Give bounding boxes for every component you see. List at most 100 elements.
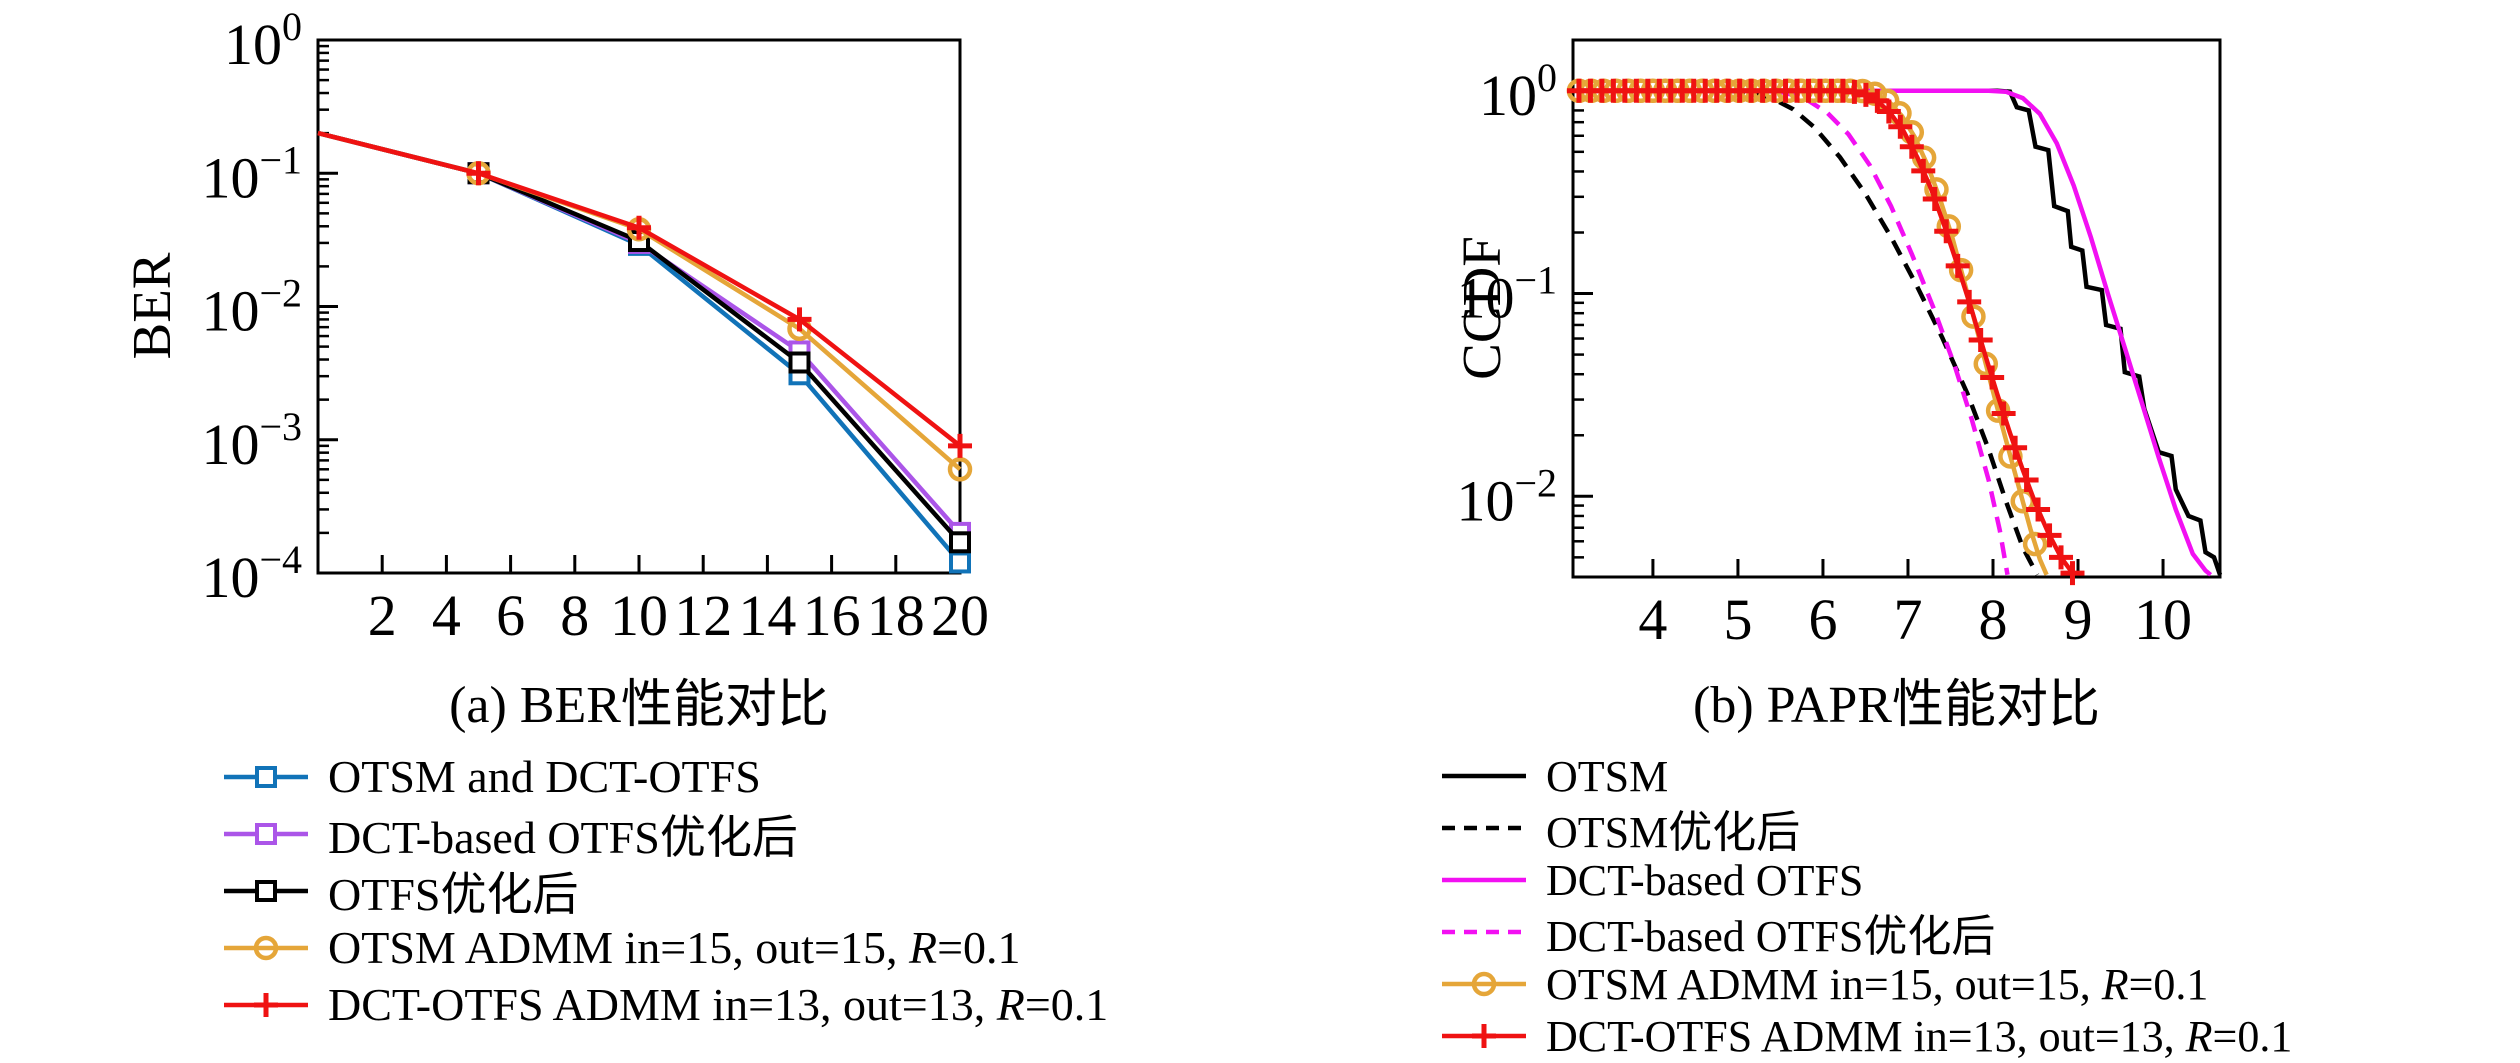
marker-plus <box>627 215 651 240</box>
series-line-ber-1 <box>317 130 962 535</box>
marker-plus <box>1472 1024 1496 1048</box>
legend-label: DCT-based OTFS <box>1546 855 1864 905</box>
marker-plus <box>2037 523 2062 548</box>
marker-plus <box>1865 88 1890 113</box>
x-tick-label: 16 <box>803 583 861 648</box>
legend-label: OTSM <box>1546 751 1669 801</box>
marker-plus <box>1888 114 1913 139</box>
marker-square <box>255 822 277 845</box>
series-line-papr-5 <box>1573 88 2076 577</box>
legend-swatch-square-line <box>224 879 308 902</box>
legend-item: OTSM ADMM in=15, out=15, R=0.1 <box>222 919 1108 976</box>
marker-plus <box>1911 158 1936 183</box>
x-tick-label: 6 <box>1808 587 1837 652</box>
marker-plus <box>1842 79 1867 104</box>
marker-plus <box>2060 561 2085 586</box>
legend-label: DCT-OTFS ADMM in=13, out=13, R=0.1 <box>328 979 1109 1030</box>
legend-item: OTSM and DCT-OTFS <box>222 748 1108 805</box>
series-line-ber-4 <box>317 130 962 448</box>
y-axis-label: CCDF <box>1451 236 1512 380</box>
legend-ber: OTSM and DCT-OTFS DCT-based OTFS优化后 OTFS优化… <box>222 748 1108 1033</box>
legend-label: OTSM ADMM in=15, out=15, R=0.1 <box>1546 959 2209 1009</box>
legend-swatch-solid-line <box>1442 877 1526 883</box>
marker-plus <box>1968 327 1993 352</box>
legend-label: DCT-OTFS ADMM in=13, out=13, R=0.1 <box>1546 1011 2293 1061</box>
marker-plus <box>2049 545 2074 570</box>
y-tick-label: 100 <box>224 4 302 77</box>
marker-plus <box>2003 435 2028 460</box>
series-line-ber-2 <box>317 130 962 544</box>
y-tick-label: 10−1 <box>201 137 302 210</box>
marker-plus <box>254 992 278 1017</box>
marker-circle <box>947 457 973 482</box>
legend-item: OTSM <box>1440 750 2292 802</box>
x-tick-label: 10 <box>2134 587 2192 652</box>
series-line-ber-3 <box>317 130 962 471</box>
legend-label: OTSM ADMM in=15, out=15, R=0.1 <box>328 922 1021 973</box>
marker-plus <box>1945 253 1970 278</box>
marker-plus <box>466 161 491 186</box>
caption-a: (a) BER性能对比 <box>449 677 829 734</box>
legend-swatch-plus-line <box>224 992 308 1017</box>
marker-plus <box>2026 497 2051 522</box>
x-tick-label: 10 <box>610 583 668 648</box>
legend-item: DCT-OTFS ADMM in=13, out=13, R=0.1 <box>1440 1010 2292 1062</box>
x-tick-label: 20 <box>931 583 989 648</box>
y-tick-label: 10−4 <box>201 537 302 610</box>
marker-square <box>255 879 277 902</box>
legend-swatch-circle-line <box>1442 971 1526 997</box>
legend-item: DCT-based OTFS <box>1440 854 2292 906</box>
y-tick-label: 10−2 <box>201 271 302 344</box>
marker-plus <box>1934 219 1959 244</box>
legend-item: OTSM优化后 <box>1440 802 2292 857</box>
series-line-papr-2 <box>1573 88 2213 577</box>
marker-plus <box>1899 134 1924 159</box>
legend-swatch-square-line <box>224 765 308 788</box>
marker-plus <box>2014 468 2039 493</box>
marker-square <box>788 351 811 374</box>
legend-swatch-dashed-line <box>1442 825 1526 831</box>
marker-circle <box>253 935 279 960</box>
legend-item: DCT-based OTFS优化后 <box>222 805 1108 863</box>
legend-item: OTFS优化后 <box>222 862 1108 920</box>
series-line-papr-4 <box>1573 88 2049 576</box>
legend-swatch-plus-line <box>1442 1024 1526 1048</box>
x-tick-label: 4 <box>432 583 461 648</box>
ber-plot: 2 4 6 8 10 12 14 16 18 20 100 10−1 10−2 10−3 10−4 BER <box>121 4 989 648</box>
caption-b: (b) PAPR性能对比 <box>1693 677 2100 734</box>
marker-circle <box>2022 531 2048 557</box>
marker-plus <box>1876 99 1901 124</box>
marker-plus <box>1991 401 2016 426</box>
marker-plus <box>1957 289 1982 314</box>
plot-border <box>316 38 962 575</box>
y-tick-label: 10−2 <box>1456 460 1557 533</box>
legend-item: DCT-based OTFS优化后 <box>1440 906 2292 961</box>
marker-circle <box>1471 971 1497 997</box>
papr-plot: 4 5 6 7 8 9 10 100 10−1 10−2 CCDF <box>1451 38 2223 652</box>
y-tick-label: 100 <box>1479 55 1557 128</box>
x-tick-label: 6 <box>496 583 525 648</box>
x-tick-label: 14 <box>738 583 796 648</box>
x-tick-label: 18 <box>867 583 925 648</box>
legend-swatch-circle-line <box>224 935 308 960</box>
marker-plus <box>1980 365 2005 390</box>
series-line-papr-0 <box>1573 88 2223 576</box>
legend-label: DCT-based OTFS优化后 <box>328 811 798 863</box>
legend-item: DCT-OTFS ADMM in=13, out=13, R=0.1 <box>222 976 1108 1033</box>
x-tick-label: 2 <box>368 583 397 648</box>
marker-plus <box>787 307 812 332</box>
y-tick-label: 10−3 <box>201 404 302 477</box>
x-tick-label: 7 <box>1893 587 1922 652</box>
legend-label: OTFS优化后 <box>328 868 579 920</box>
legend-swatch-dashed-line <box>1442 929 1526 935</box>
series-line-papr-3 <box>1573 88 2010 576</box>
x-tick-label: 8 <box>1978 587 2007 652</box>
legend-papr: OTSM OTSM优化后 DCT-based OTFS DCT-based OTFS优… <box>1440 750 2292 1062</box>
plot-border <box>1571 38 2222 579</box>
legend-item: OTSM ADMM in=15, out=15, R=0.1 <box>1440 958 2292 1010</box>
x-tick-label: 12 <box>674 583 732 648</box>
legend-swatch-solid-line <box>1442 773 1526 779</box>
x-tick-label: 8 <box>560 583 589 648</box>
marker-square <box>949 531 971 554</box>
